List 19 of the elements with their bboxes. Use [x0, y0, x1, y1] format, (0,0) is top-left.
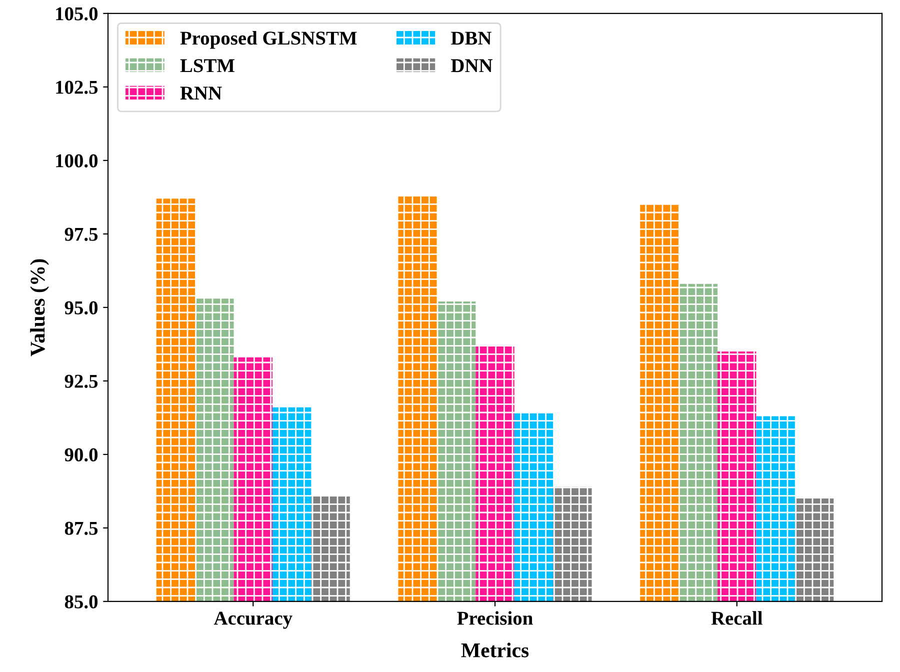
x-tick-label: Precision [457, 611, 533, 625]
legend-label: Proposed GLSNSTM [180, 31, 357, 49]
legend-label: RNN [180, 86, 222, 100]
x-axis-title: Metrics [461, 642, 529, 658]
y-tick-label: 92.5 [64, 374, 98, 388]
legend-label: LSTM [180, 59, 234, 72]
legend-label: DNN [451, 59, 493, 72]
legend-label: DBN [451, 32, 492, 45]
y-tick-label: 102.5 [56, 80, 98, 94]
y-tick-label: 95.0 [64, 301, 98, 314]
y-axis-title: Values (%) [30, 259, 49, 356]
x-tick-label: Recall [711, 611, 762, 625]
x-tick-label: Accuracy [214, 612, 292, 629]
y-tick-label: 97.5 [64, 228, 98, 241]
y-tick-label: 87.5 [64, 522, 98, 535]
y-tick-label: 105.0 [56, 7, 98, 20]
y-tick-label: 85.0 [64, 595, 98, 608]
y-tick-label: 100.0 [56, 154, 98, 168]
y-tick-label: 90.0 [64, 448, 98, 462]
